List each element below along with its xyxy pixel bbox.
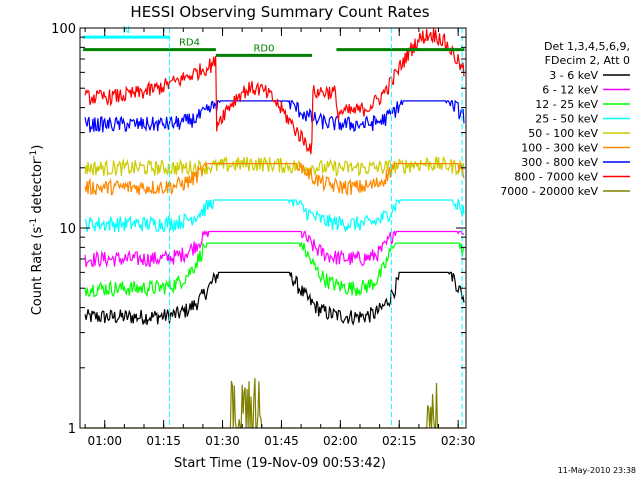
y-tick-label-2: 100	[51, 22, 76, 37]
footer-date: 11-May-2010 23:38	[558, 466, 636, 475]
y-axis-label-end: )	[30, 145, 45, 150]
series-line-8	[85, 378, 464, 429]
y-axis-label-sup2: -1	[29, 150, 39, 159]
x-tick-label-0: 01:00	[87, 434, 122, 448]
y-axis-label-mid: detector	[30, 158, 45, 218]
x-tick-label-5: 02:15	[382, 434, 417, 448]
annotation-group: N RD4 RD0	[83, 25, 465, 428]
annotation-label-2: RD0	[253, 43, 274, 54]
series-line-2	[84, 241, 465, 298]
series-line-5	[84, 162, 465, 197]
series-line-0	[84, 271, 465, 326]
series-line-7	[84, 28, 465, 155]
series-line-1	[84, 229, 465, 268]
chart-title: HESSI Observing Summary Count Rates	[130, 3, 429, 21]
legend-header-line1: Det 1,3,4,5,6,9,	[544, 40, 630, 53]
x-axis-label: Start Time (19-Nov-09 00:53:42)	[174, 456, 386, 471]
x-tick-label-3: 01:45	[264, 434, 299, 448]
legend-label-5: 100 - 300 keV	[521, 142, 598, 155]
legend-label-1: 6 - 12 keV	[542, 84, 598, 97]
x-tick-label-4: 02:00	[323, 434, 358, 448]
legend-label-4: 50 - 100 keV	[528, 127, 598, 140]
legend-header-line2: FDecim 2, Att 0	[545, 54, 630, 67]
x-tick-label-6: 02:30	[441, 434, 476, 448]
x-ticks: 01:00 01:15 01:30 01:45 02:00 02:15 02:30	[84, 28, 476, 448]
series-line-6	[84, 98, 465, 133]
annotation-label-0: N	[123, 25, 130, 36]
series-line-4	[84, 155, 465, 178]
x-tick-label-1: 01:15	[146, 434, 181, 448]
y-tick-label-0: 1	[68, 422, 76, 437]
x-tick-label-2: 01:30	[205, 434, 240, 448]
y-ticks: 1 10 100	[51, 22, 466, 437]
legend-label-2: 12 - 25 keV	[535, 98, 598, 111]
y-tick-label-1: 10	[59, 222, 76, 237]
legend-label-8: 7000 - 20000 keV	[500, 185, 598, 198]
y-axis-label: Count Rate (s-1 detector-1)	[29, 145, 45, 316]
legend-label-7: 800 - 7000 keV	[514, 171, 598, 184]
y-axis-label-sup1: -1	[29, 218, 39, 227]
series-group	[84, 28, 465, 429]
legend-label-6: 300 - 800 keV	[521, 156, 598, 169]
y-axis-label-main: Count Rate (s	[30, 227, 45, 316]
series-line-3	[84, 197, 465, 233]
annotation-label-1: RD4	[179, 38, 200, 49]
legend-label-0: 3 - 6 keV	[549, 69, 598, 82]
legend-label-3: 25 - 50 keV	[535, 113, 598, 126]
